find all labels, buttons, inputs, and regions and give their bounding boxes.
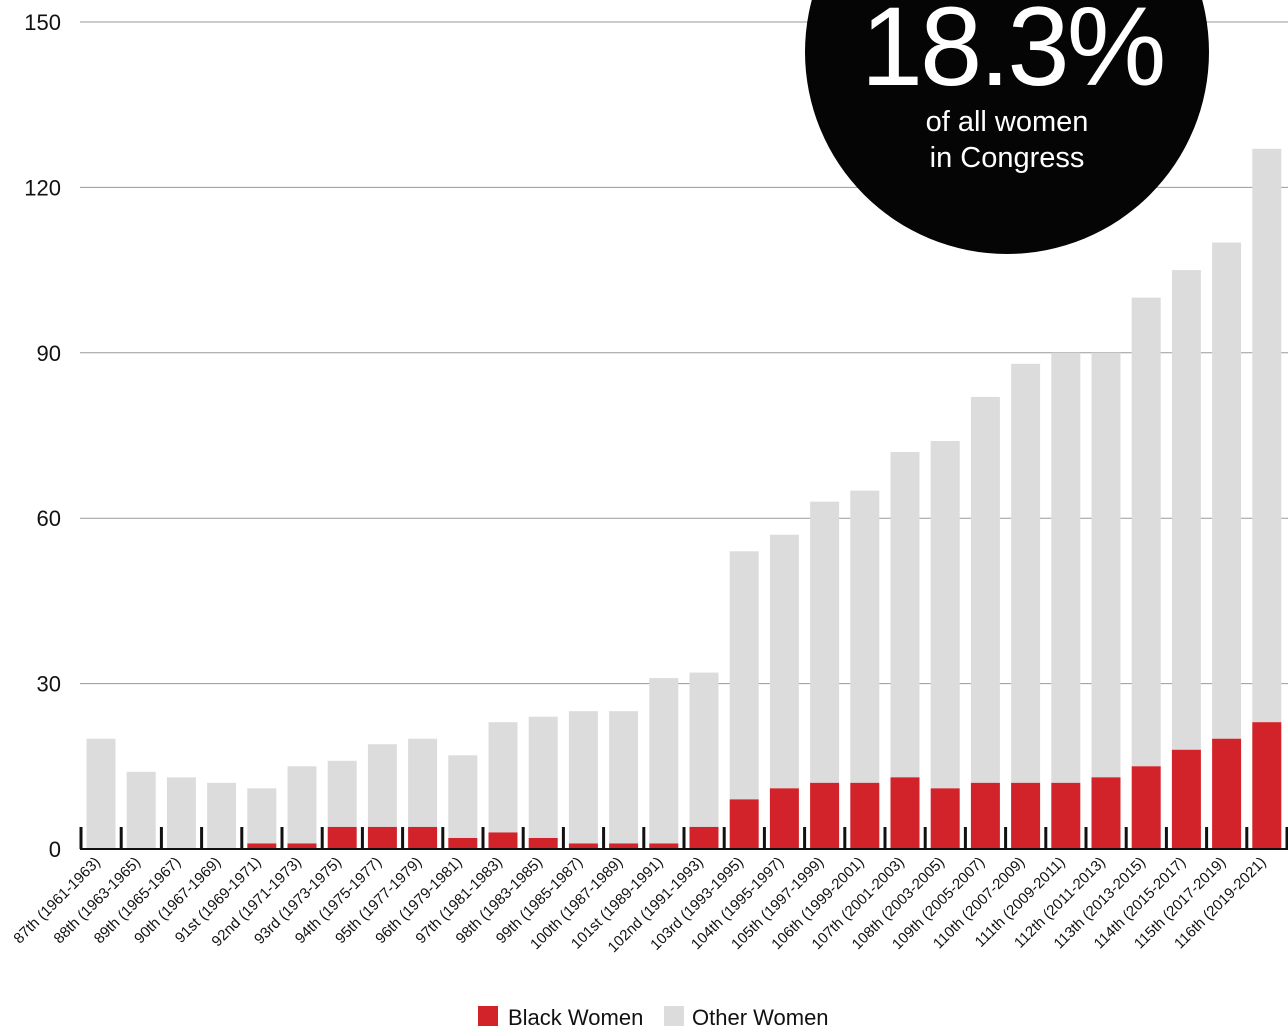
y-tick-label: 60	[37, 506, 61, 531]
x-axis-tick-labels: 87th (1961-1963)88th (1963-1965)89th (19…	[10, 854, 1269, 956]
bar-other-women	[247, 788, 277, 844]
bar-other-women	[729, 551, 759, 800]
bar-other-women	[890, 452, 920, 778]
y-tick-label: 150	[24, 10, 61, 35]
bar-other-women	[166, 777, 196, 849]
x-axis	[79, 827, 1288, 850]
bar-other-women	[649, 678, 679, 844]
bar-other-women	[568, 711, 598, 844]
callout-circle	[805, 0, 1209, 254]
legend-label-other-women: Other Women	[692, 1005, 829, 1027]
bar-other-women	[609, 711, 639, 844]
bar-black-women	[488, 832, 518, 849]
bar-other-women	[1212, 242, 1242, 739]
bar-black-women	[367, 826, 397, 849]
bar-other-women	[86, 738, 116, 849]
legend-swatch-black-women	[478, 1006, 498, 1026]
bar-black-women	[1051, 782, 1081, 849]
y-tick-label: 0	[49, 837, 61, 862]
bar-other-women	[207, 782, 237, 849]
bar-black-women	[689, 826, 719, 849]
bar-black-women	[1171, 749, 1201, 849]
bars	[86, 148, 1282, 849]
y-axis-tick-labels: 0 30 60 90 120 150	[24, 10, 61, 862]
y-tick-label: 30	[37, 672, 61, 697]
bar-other-women	[1091, 352, 1121, 778]
legend-swatch-other-women	[664, 1006, 684, 1026]
bar-other-women	[930, 441, 960, 789]
bar-other-women	[1051, 352, 1081, 783]
bar-other-women	[287, 766, 317, 844]
bar-other-women	[488, 722, 518, 833]
bar-other-women	[1011, 363, 1041, 783]
bar-black-women	[1091, 777, 1121, 849]
bar-black-women	[930, 788, 960, 849]
legend: Black Women Other Women	[478, 1005, 829, 1027]
bar-black-women	[448, 837, 478, 849]
bar-black-women	[890, 777, 920, 849]
legend-label-black-women: Black Women	[508, 1005, 643, 1027]
bar-other-women	[810, 501, 840, 783]
bar-other-women	[769, 534, 799, 789]
bar-other-women	[1131, 297, 1161, 767]
bar-other-women	[126, 771, 156, 849]
callout-value: 18.3%	[861, 0, 1164, 109]
bar-black-women	[850, 782, 880, 849]
bar-black-women	[568, 843, 598, 849]
bar-black-women	[1011, 782, 1041, 849]
bar-other-women	[367, 744, 397, 827]
bar-black-women	[609, 843, 639, 849]
bar-black-women	[769, 788, 799, 849]
callout-line-1: of all women	[926, 106, 1089, 138]
bar-other-women	[1252, 148, 1282, 723]
y-tick-label: 90	[37, 341, 61, 366]
bar-other-women	[528, 716, 558, 838]
bar-other-women	[1171, 270, 1201, 750]
bar-black-women	[247, 843, 277, 849]
y-tick-label: 120	[24, 175, 61, 200]
bar-black-women	[729, 799, 759, 849]
bar-black-women	[649, 843, 679, 849]
bar-black-women	[327, 826, 357, 849]
bar-black-women	[1131, 766, 1161, 849]
bar-other-women	[970, 396, 1000, 783]
percentage-callout: 18.3% of all women in Congress	[805, 0, 1209, 254]
bar-other-women	[408, 738, 438, 827]
bar-black-women	[287, 843, 317, 849]
callout-line-2: in Congress	[930, 142, 1085, 174]
bar-black-women	[1252, 722, 1282, 849]
bar-other-women	[327, 760, 357, 827]
bar-black-women	[810, 782, 840, 849]
bar-black-women	[1212, 738, 1242, 849]
bar-other-women	[689, 672, 719, 827]
bar-black-women	[408, 826, 438, 849]
bar-other-women	[850, 490, 880, 783]
bar-black-women	[528, 837, 558, 849]
bar-black-women	[970, 782, 1000, 849]
bar-other-women	[448, 755, 478, 838]
